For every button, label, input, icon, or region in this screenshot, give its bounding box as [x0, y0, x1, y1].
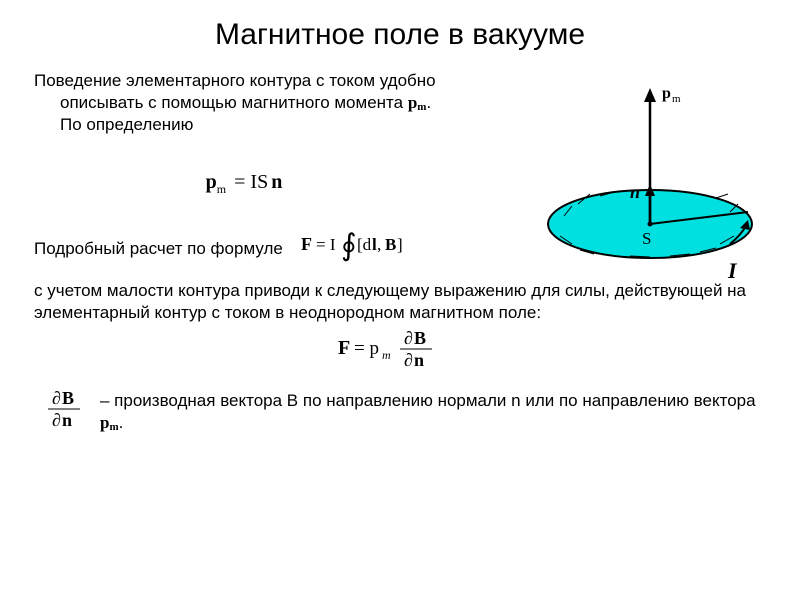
- detailed-calc-text: Подробный расчет по формуле: [34, 238, 283, 260]
- svg-text:n: n: [62, 410, 72, 430]
- svg-text:= p: = p: [354, 338, 379, 359]
- derivative-text: – производная вектора B по направлению н…: [100, 388, 766, 434]
- svg-text:n: n: [630, 182, 640, 202]
- magnetic-moment-diagram: p m n S I: [530, 84, 770, 294]
- partial-derivative-symbol: ∂ B ∂ n: [46, 386, 86, 438]
- svg-text:∂: ∂: [404, 350, 413, 370]
- svg-text:∂: ∂: [404, 328, 413, 348]
- svg-text:m: m: [672, 93, 681, 105]
- formula-integral: F = I ∮ [d l , B ]: [301, 227, 421, 270]
- svg-text:F: F: [301, 234, 312, 254]
- svg-text:∂: ∂: [52, 388, 61, 408]
- formula-force: F = p m ∂ B ∂ n: [34, 326, 766, 376]
- svg-text:∂: ∂: [52, 410, 61, 430]
- svg-text:]: ]: [397, 235, 403, 254]
- derivative-explanation-row: ∂ B ∂ n – производная вектора B по напра…: [34, 386, 766, 438]
- svg-text:n: n: [414, 350, 424, 370]
- intro-text-a: Поведение элементарного контура с током …: [34, 71, 436, 112]
- page-title: Магнитное поле в вакууме: [0, 0, 800, 64]
- svg-text:I: I: [727, 258, 738, 283]
- svg-text:B: B: [385, 235, 396, 254]
- pm-symbol: pm: [408, 93, 427, 112]
- formula-magnetic-moment: pm = ISn: [34, 170, 454, 197]
- svg-text:,: ,: [377, 235, 381, 254]
- svg-text:B: B: [62, 388, 74, 408]
- intro-paragraph: Поведение элементарного контура с током …: [34, 70, 444, 136]
- svg-text:[d: [d: [357, 235, 372, 254]
- svg-text:∮: ∮: [341, 229, 357, 262]
- svg-text:S: S: [642, 229, 651, 248]
- svg-text:m: m: [382, 348, 391, 362]
- svg-text:p: p: [662, 85, 671, 102]
- svg-text:= I: = I: [316, 235, 336, 254]
- svg-text:B: B: [414, 328, 426, 348]
- svg-text:F: F: [338, 337, 350, 359]
